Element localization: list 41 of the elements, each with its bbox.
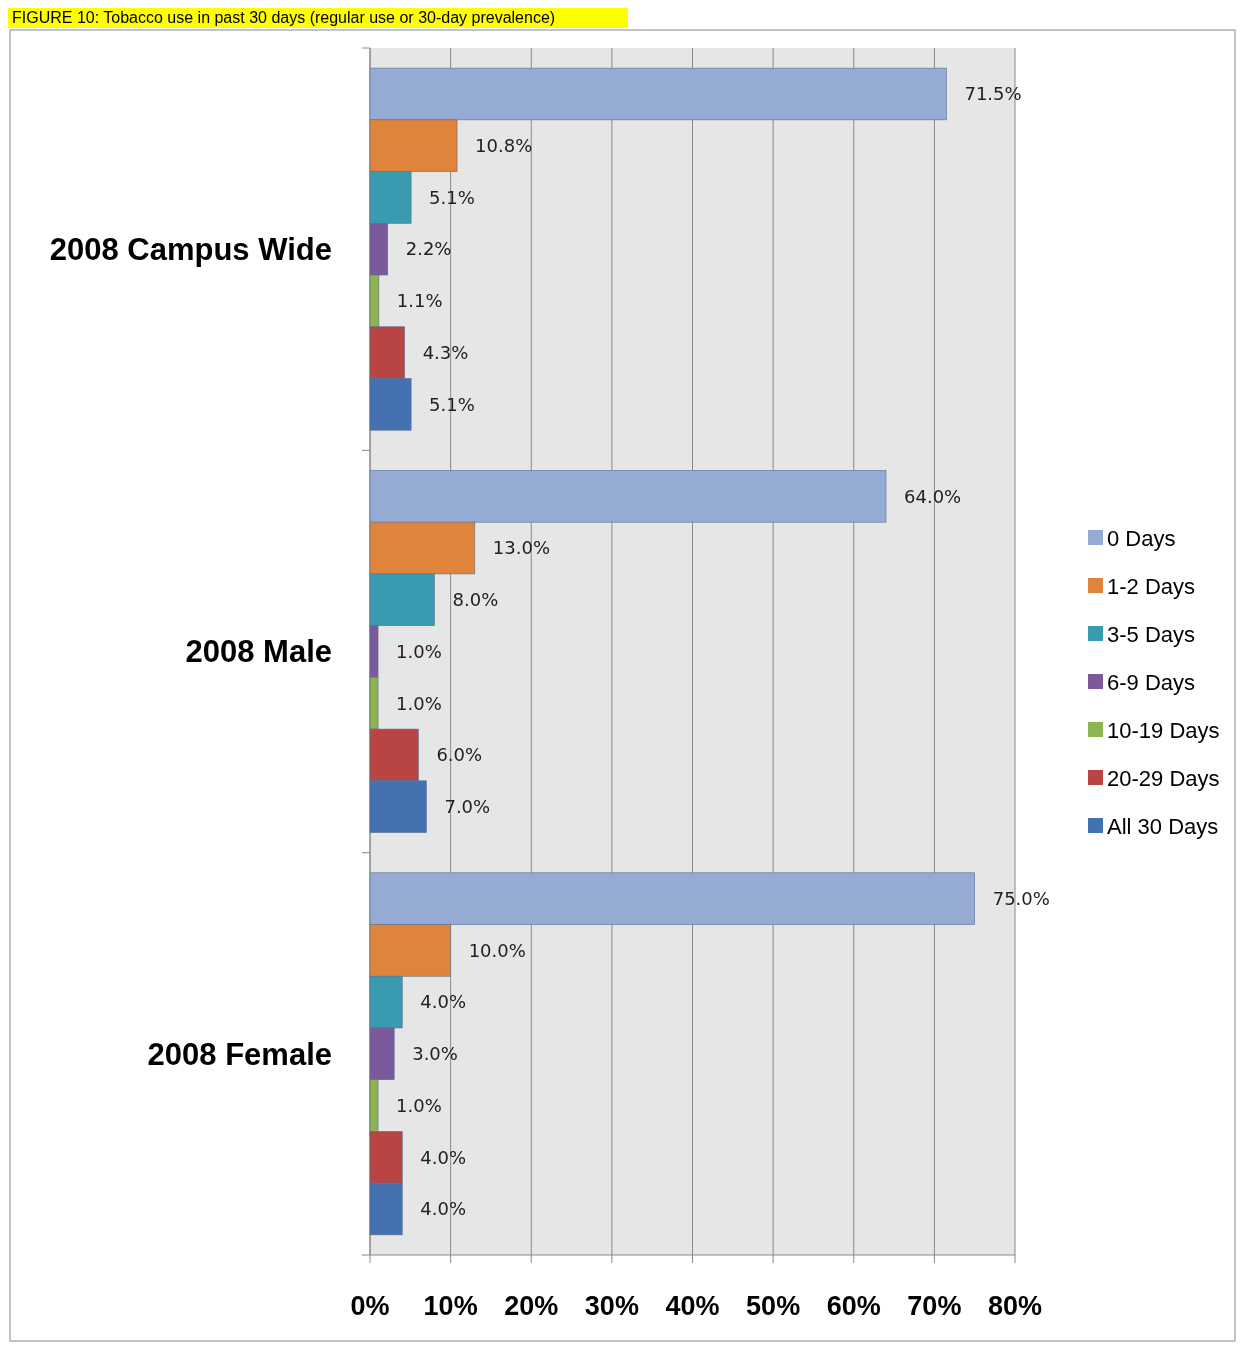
legend-label: All 30 Days <box>1107 813 1219 839</box>
x-tick-label: 0% <box>350 1291 390 1321</box>
data-label: 7.0% <box>444 795 491 817</box>
data-label: 8.0% <box>452 589 499 611</box>
data-label: 4.3% <box>422 341 469 363</box>
data-label: 3.0% <box>412 1043 458 1065</box>
data-label: 1.0% <box>396 640 442 662</box>
data-label: 6.0% <box>436 744 483 766</box>
data-label: 71.5% <box>964 83 1022 105</box>
x-tick-label: 70% <box>907 1291 962 1321</box>
data-label: 4.0% <box>420 991 466 1013</box>
legend-label: 20-29 Days <box>1107 765 1220 791</box>
data-label: 4.0% <box>420 1198 466 1220</box>
x-tick-label: 20% <box>504 1291 559 1321</box>
y-tick-label: 2008 Campus Wide <box>49 232 332 268</box>
data-label: 13.0% <box>492 537 550 559</box>
x-tick-label: 60% <box>826 1291 881 1321</box>
x-tick-label: 30% <box>584 1291 639 1321</box>
legend-label: 1-2 Days <box>1107 573 1196 599</box>
data-label: 64.0% <box>904 485 962 507</box>
x-tick-label: 80% <box>987 1291 1043 1321</box>
chart-title: FIGURE 10: Tobacco use in past 30 days (regular use or 30-day prevalence) <box>12 9 556 26</box>
data-label: 10.0% <box>468 939 526 961</box>
data-label: 5.1% <box>429 186 475 208</box>
data-label: 1.0% <box>396 1094 442 1116</box>
legend-label: 10-19 Days <box>1107 717 1220 743</box>
legend-label: 0 Days <box>1107 525 1176 551</box>
data-label: 4.0% <box>420 1146 466 1168</box>
data-label: 5.1% <box>429 393 475 415</box>
x-tick-label: 10% <box>423 1291 478 1321</box>
data-label: 2.2% <box>405 238 452 260</box>
x-tick-label: 50% <box>746 1291 801 1321</box>
data-label: 10.8% <box>475 135 533 157</box>
data-label: 75.0% <box>992 887 1050 909</box>
x-tick-label: 40% <box>665 1291 720 1321</box>
data-label: 1.1% <box>396 290 443 312</box>
y-tick-label: 2008 Male <box>185 634 332 670</box>
legend-label: 3-5 Days <box>1107 621 1196 647</box>
y-tick-label: 2008 Female <box>147 1036 332 1072</box>
legend-label: 6-9 Days <box>1107 669 1196 695</box>
data-label: 1.0% <box>396 692 442 714</box>
